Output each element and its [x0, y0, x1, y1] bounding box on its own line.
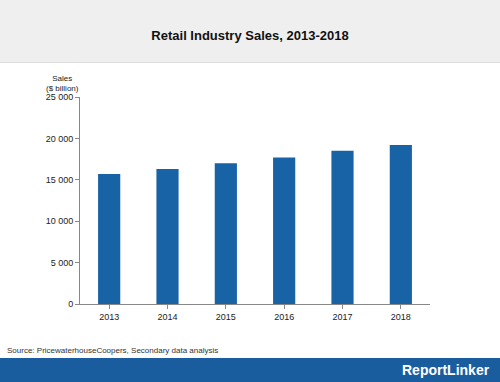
svg-text:Retail Industry Sales, 2013-20: Retail Industry Sales, 2013-2018 — [151, 28, 348, 43]
svg-text:2018: 2018 — [391, 312, 411, 322]
svg-text:2013: 2013 — [99, 312, 119, 322]
svg-text:Sales($ billion): Sales($ billion) — [46, 74, 79, 93]
svg-text:10 000: 10 000 — [46, 216, 74, 226]
svg-text:Source: PricewaterhouseCoopers: Source: PricewaterhouseCoopers, Secondar… — [7, 346, 218, 355]
svg-text:20 000: 20 000 — [46, 134, 74, 144]
svg-text:2015: 2015 — [216, 312, 236, 322]
svg-text:15 000: 15 000 — [46, 175, 74, 185]
svg-text:5 000: 5 000 — [51, 258, 74, 268]
svg-text:0: 0 — [68, 299, 73, 309]
svg-text:2016: 2016 — [274, 312, 294, 322]
svg-text:2017: 2017 — [332, 312, 352, 322]
svg-text:ReportLinker: ReportLinker — [402, 362, 490, 378]
svg-text:25 000: 25 000 — [46, 92, 74, 102]
svg-text:2014: 2014 — [157, 312, 177, 322]
